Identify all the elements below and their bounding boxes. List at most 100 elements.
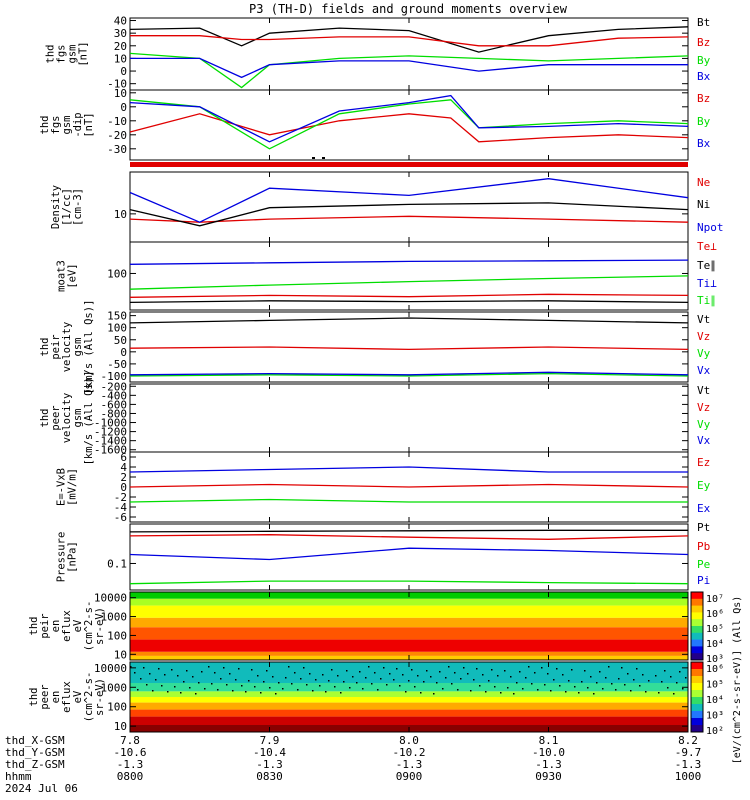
- noise-speck: [198, 682, 200, 684]
- spectrogram-band: [130, 617, 688, 628]
- noise-speck: [578, 692, 580, 694]
- colorbar-swatch: [691, 669, 703, 677]
- noise-speck: [368, 666, 370, 668]
- x-tick-label: -10.0: [532, 746, 565, 759]
- noise-speck: [574, 686, 576, 688]
- noise-speck: [278, 682, 280, 684]
- legend-label-Te∥: Te∥: [697, 259, 716, 272]
- noise-speck: [180, 692, 182, 694]
- noise-speck: [362, 688, 364, 690]
- noise-speck: [226, 684, 228, 686]
- y-tick-label: -50: [107, 358, 127, 371]
- noise-speck: [454, 672, 456, 674]
- noise-speck: [334, 686, 336, 688]
- noise-speck: [476, 668, 478, 670]
- noise-speck: [275, 693, 277, 695]
- y-axis-label: [km/s (All Qs)]: [83, 371, 95, 466]
- noise-speck: [433, 693, 435, 695]
- spectrogram-band: [130, 716, 688, 725]
- noise-speck: [152, 690, 154, 692]
- series-line-Te∥: [129, 300, 689, 304]
- series-line-Pi: [129, 547, 689, 561]
- panel-frame: [129, 17, 689, 91]
- series-line-By: [129, 99, 689, 150]
- series-line-Ex: [129, 466, 688, 473]
- noise-speck: [500, 692, 502, 694]
- noise-speck: [352, 676, 354, 678]
- noise-speck: [414, 686, 416, 688]
- noise-speck: [507, 687, 509, 689]
- noise-speck: [211, 683, 213, 685]
- noise-speck: [383, 667, 385, 669]
- noise-speck: [488, 680, 490, 682]
- noise-speck: [645, 691, 647, 693]
- colorbar-swatch: [691, 725, 703, 733]
- noise-speck: [177, 675, 179, 677]
- noise-speck: [161, 685, 163, 687]
- noise-speck: [658, 692, 660, 694]
- legend-label-Vz: Vz: [697, 330, 710, 343]
- y-axis-label: sr-eV): [94, 607, 106, 645]
- noise-speck: [325, 691, 327, 693]
- y-tick-label: 0: [120, 346, 127, 359]
- colorbar-swatch: [691, 632, 703, 641]
- noise-speck: [408, 680, 410, 682]
- noise-speck: [664, 670, 666, 672]
- colorbar-swatch: [691, 704, 703, 712]
- y-axis-label: gsm: [72, 409, 84, 428]
- noise-speck: [251, 669, 253, 671]
- legend-label-Ti⊥: Ti⊥: [697, 277, 717, 290]
- colorbar-tick-label: 10⁴: [706, 695, 724, 706]
- noise-speck: [648, 680, 650, 682]
- noise-speck: [420, 692, 422, 694]
- noise-speck: [624, 684, 626, 686]
- noise-speck: [399, 685, 401, 687]
- colorbar-label: [eV/(cm^2-s-sr-eV)] (All Qs): [732, 596, 743, 765]
- series-line-Ti∥: [129, 275, 689, 290]
- noise-speck: [430, 676, 432, 678]
- y-axis-label: [nT]: [83, 112, 95, 137]
- noise-speck: [627, 673, 629, 675]
- x-tick-label: 7.8: [120, 734, 140, 747]
- x-tick-label: 1000: [675, 770, 702, 783]
- noise-speck: [149, 673, 151, 675]
- spectrogram-band: [130, 662, 688, 683]
- legend-label-Vt: Vt: [697, 384, 710, 397]
- noise-speck: [467, 673, 469, 675]
- noise-speck: [685, 677, 687, 679]
- series-line-Vx: [129, 371, 689, 376]
- noise-speck: [581, 681, 583, 683]
- y-tick-label: 100: [107, 701, 127, 714]
- colorbar-swatch: [691, 697, 703, 705]
- y-tick-label: -30: [107, 143, 127, 156]
- colorbar-swatch: [691, 592, 703, 600]
- y-tick-label: -100: [101, 370, 128, 383]
- colorbar-tick-label: 10³: [706, 711, 724, 722]
- y-axis-label: gsm: [61, 116, 73, 135]
- panel-5: -200-400-600-800-1000-1200-1400-1600 thd p…: [39, 371, 711, 466]
- noise-speck: [528, 666, 530, 668]
- x-tick-label: -10.4: [253, 746, 286, 759]
- legend-label-By: By: [697, 54, 711, 67]
- y-tick-label: -400: [101, 389, 128, 402]
- noise-speck: [282, 688, 284, 690]
- y-axis-label: (cm^2-s-: [83, 672, 95, 723]
- y-tick-label: 10: [114, 720, 127, 733]
- y-axis-label: velocity: [61, 322, 73, 373]
- y-axis-label: [nPa]: [67, 541, 79, 573]
- colorbar-tick-label: 10⁷: [706, 594, 724, 605]
- noise-speck: [534, 672, 536, 674]
- noise-speck: [670, 676, 672, 678]
- y-axis-label: [mV/m]: [67, 468, 79, 506]
- y-tick-label: 0: [120, 101, 127, 114]
- y-axis-label: peer: [50, 405, 62, 430]
- noise-speck: [331, 669, 333, 671]
- y-axis-label: peir: [39, 613, 51, 638]
- noise-speck: [272, 676, 274, 678]
- y-axis-label: thd: [39, 338, 51, 357]
- y-tick-label: -10: [107, 115, 127, 128]
- legend-label-Vz: Vz: [697, 401, 710, 414]
- noise-speck: [460, 678, 462, 680]
- noise-speck: [531, 683, 533, 685]
